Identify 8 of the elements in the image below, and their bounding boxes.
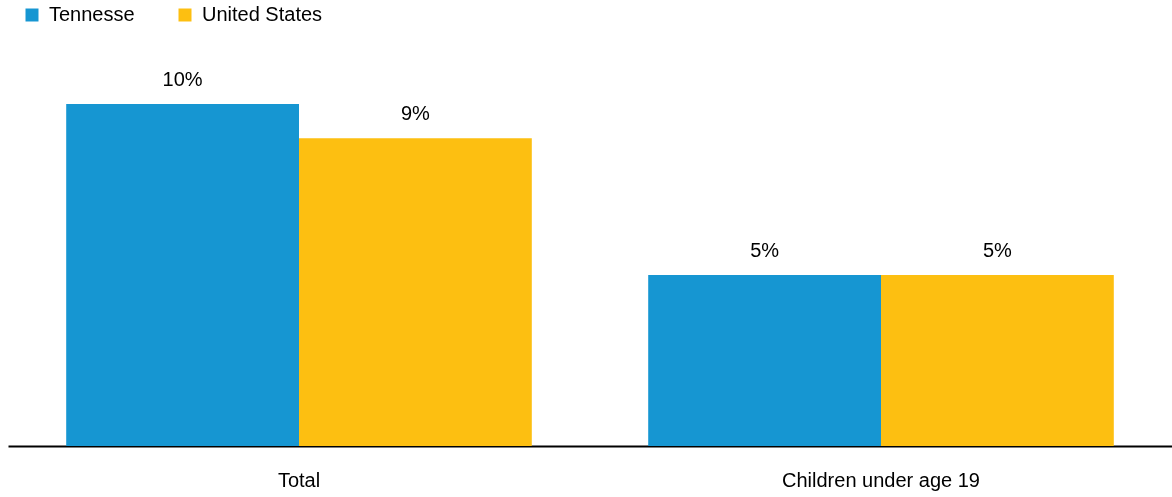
legend-label: United States [202,3,323,25]
data-label: 5% [750,239,780,261]
legend-label: Tennesse [49,3,135,25]
data-label: 9% [400,102,431,125]
data-label: 5% [982,239,1013,261]
x-tick-label: Children under age 19 [782,468,980,491]
x-tick-label: Total [277,468,321,491]
data-label: 10% [162,68,203,90]
